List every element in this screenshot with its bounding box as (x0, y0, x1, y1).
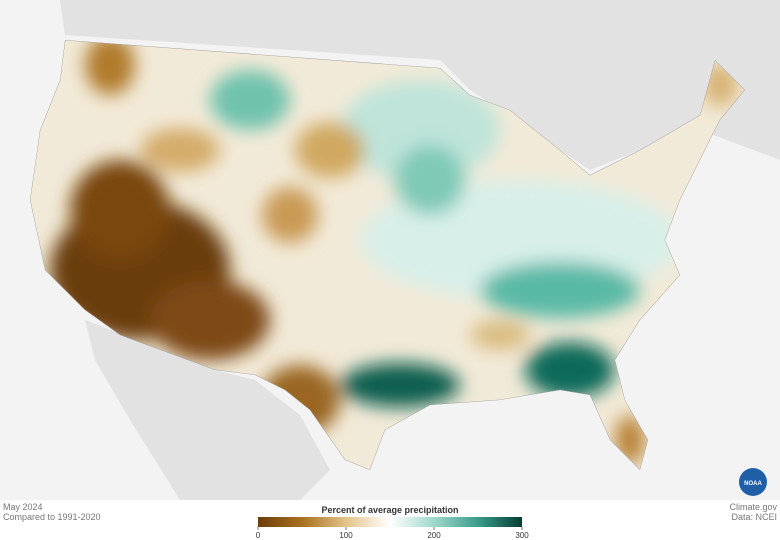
region (480, 262, 640, 318)
region (210, 70, 290, 130)
region (140, 128, 220, 172)
tick-label: 100 (339, 531, 353, 540)
region (70, 160, 170, 260)
region (395, 145, 465, 215)
region (340, 80, 500, 180)
baseline: Compared to 1991-2020 (3, 512, 101, 522)
region (262, 187, 318, 243)
credit: Climate.gov (729, 502, 777, 512)
date: May 2024 (3, 502, 43, 512)
region (85, 40, 135, 95)
region (525, 342, 615, 398)
precipitation-field (50, 40, 738, 465)
tick-label: 300 (515, 531, 529, 540)
region (150, 280, 270, 360)
source: Data: NCEI (731, 512, 777, 522)
logo-label: NOAA (744, 481, 762, 487)
region (295, 122, 365, 178)
noaa-logo (739, 468, 767, 496)
legend-title: Percent of average precipitation (321, 505, 458, 515)
canada (60, 0, 780, 170)
tick-label: 0 (256, 531, 261, 540)
mexico (85, 320, 330, 500)
color-bar (258, 517, 522, 527)
precipitation-map (30, 40, 745, 470)
region (340, 363, 460, 407)
region (470, 320, 530, 350)
tick-label: 200 (427, 531, 441, 540)
